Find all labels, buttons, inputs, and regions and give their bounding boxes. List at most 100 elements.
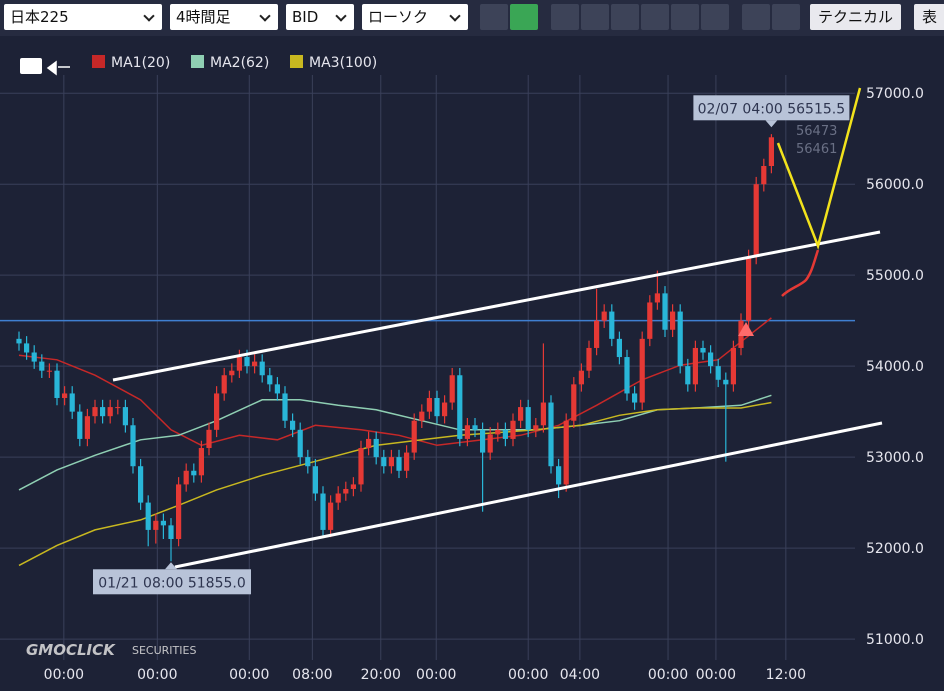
projection-line	[776, 87, 862, 251]
candle-body	[77, 411, 83, 439]
candle-body	[290, 420, 296, 430]
candle-body	[639, 338, 645, 403]
candle-body	[578, 370, 584, 385]
legend-label: MA1(20)	[111, 55, 170, 71]
candle-body	[419, 411, 425, 421]
candle-body	[39, 361, 45, 371]
candle-body	[191, 470, 197, 476]
candle-body	[426, 397, 432, 412]
chart-style-select[interactable]: ローソク	[362, 4, 468, 30]
candle-body	[84, 416, 90, 439]
candle-body	[122, 407, 128, 426]
erase-all-tool[interactable]	[772, 4, 800, 30]
x-tick-label: 00:00	[137, 667, 177, 683]
candle-body	[54, 370, 60, 398]
watermark-sub: SECURITIES	[132, 644, 196, 657]
candle-body	[350, 484, 356, 489]
candle-body	[616, 338, 622, 358]
x-tick-label: 00:00	[416, 667, 456, 683]
candle-body	[206, 429, 212, 449]
candle-body	[571, 384, 577, 421]
timeframe-select[interactable]: 4時間足	[170, 4, 278, 30]
y-tick-label: 54000.0	[866, 359, 924, 375]
candle-body	[434, 397, 440, 417]
erase-tool[interactable]	[742, 4, 770, 30]
candle-body	[632, 393, 638, 403]
candle-body	[692, 347, 698, 385]
faded-price-label: 56473	[796, 124, 837, 139]
table-button[interactable]: 表	[914, 4, 944, 30]
candle-body	[609, 311, 615, 339]
price-type-select[interactable]: BID	[286, 4, 354, 30]
hline-tool[interactable]	[551, 4, 579, 30]
legend-swatch	[92, 55, 105, 68]
x-tick-label: 00:00	[44, 667, 84, 683]
toolbar: 日本225 4時間足 BID ローソク テクニカル 表	[0, 0, 944, 36]
pointer-button[interactable]	[510, 4, 538, 30]
candle-body	[115, 407, 121, 409]
annotation-label: 02/07 04:00 56515.5	[698, 101, 846, 117]
comment-icon[interactable]	[20, 58, 42, 74]
vline-tool[interactable]	[581, 4, 609, 30]
candle-body	[335, 493, 341, 503]
annotation-pointer	[765, 120, 778, 128]
x-tick-label: 00:00	[648, 667, 688, 683]
y-tick-label: 53000.0	[866, 450, 924, 466]
x-tick-label: 20:00	[361, 667, 401, 683]
candle-body	[107, 407, 113, 417]
legend-label: MA3(100)	[309, 55, 377, 71]
candle-body	[685, 366, 691, 385]
candle-body	[677, 311, 683, 367]
annotation-pointer	[165, 562, 177, 570]
candle-body	[236, 357, 242, 371]
trendline-tool[interactable]	[611, 4, 639, 30]
candle-body	[594, 320, 600, 348]
candle-body	[343, 488, 349, 494]
candle-body	[274, 384, 280, 394]
fibo-fan-tool[interactable]	[701, 4, 729, 30]
symbol-select[interactable]: 日本225	[4, 4, 162, 30]
candle-body	[540, 402, 546, 426]
candle-body	[518, 407, 524, 421]
lower-trendline	[174, 421, 883, 569]
y-tick-label: 56000.0	[866, 177, 924, 193]
candle-body	[715, 366, 721, 380]
candle-body	[176, 484, 182, 540]
fibo-retrace-tool[interactable]	[671, 4, 699, 30]
candle-body	[214, 393, 220, 430]
candle-body	[328, 502, 334, 530]
candle-body	[708, 352, 714, 367]
collapse-icon[interactable]	[46, 60, 70, 76]
candle-body	[525, 407, 531, 430]
watermark-brand: GMOCLICK	[26, 641, 116, 659]
candle-body	[297, 429, 303, 458]
candle-body	[198, 448, 204, 476]
candle-body	[487, 434, 493, 453]
technical-button[interactable]: テクニカル	[810, 4, 902, 30]
annotation-box	[93, 569, 251, 595]
candle-body	[670, 311, 676, 330]
crosshair-button[interactable]	[480, 4, 508, 30]
candle-body	[138, 466, 144, 503]
candle-body	[533, 425, 539, 430]
candle-body	[130, 425, 136, 467]
legend-swatch	[290, 55, 303, 68]
axis-panel	[855, 45, 944, 660]
candle-body	[312, 466, 318, 494]
ma-line	[18, 317, 772, 447]
candle-body	[396, 457, 402, 471]
candle-body	[647, 302, 653, 339]
legend-label: MA2(62)	[210, 55, 269, 71]
upper-trendline	[112, 230, 881, 382]
faded-price-label: 56461	[796, 142, 837, 157]
candle-body	[502, 429, 508, 439]
freehand-line	[781, 249, 820, 297]
x-tick-label: 00:00	[696, 667, 736, 683]
candle-body	[556, 466, 562, 485]
candle-body	[282, 393, 288, 421]
x-tick-label: 08:00	[292, 667, 332, 683]
candle-body	[411, 420, 417, 453]
candle-body	[548, 402, 554, 467]
channel-tool[interactable]	[641, 4, 669, 30]
